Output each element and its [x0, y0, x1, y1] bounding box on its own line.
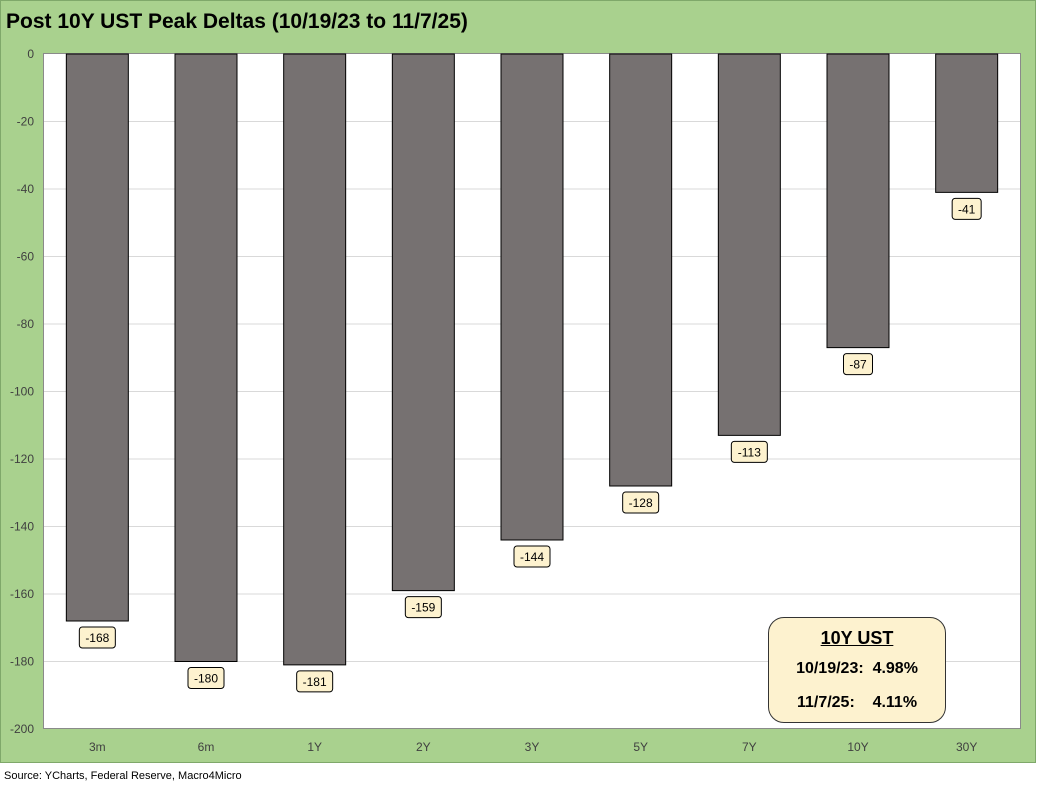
info-box-row-start: 10/19/23: 4.98%	[796, 660, 918, 677]
data-label: -144	[520, 550, 544, 564]
info-box-row-end: 11/7/25: 4.11%	[796, 694, 918, 711]
bar-3Y	[500, 53, 564, 541]
data-label-box	[78, 626, 116, 649]
y-tick-label: 0	[27, 47, 34, 61]
y-tick-label: -160	[10, 587, 34, 601]
data-label: -113	[738, 445, 761, 459]
bar-30Y	[935, 53, 999, 193]
y-tick-label: -20	[17, 115, 35, 129]
data-label: -128	[629, 496, 653, 510]
source-note: Source: YCharts, Federal Reserve, Macro4…	[4, 770, 242, 782]
data-label-box	[296, 670, 334, 693]
y-tick-label: -180	[10, 655, 34, 669]
chart-title: Post 10Y UST Peak Deltas (10/19/23 to 11…	[6, 10, 468, 33]
y-tick-label: -40	[17, 182, 35, 196]
bar-3m	[65, 53, 129, 622]
x-tick-label: 30Y	[956, 740, 977, 754]
x-tick-label: 5Y	[633, 740, 648, 754]
ust-info-box: 10Y UST 10/19/23: 4.98% 11/7/25: 4.11%	[768, 617, 946, 723]
bar-1Y	[283, 53, 347, 666]
x-tick-label: 3m	[89, 740, 106, 754]
y-tick-label: -140	[10, 520, 34, 534]
data-label-box	[843, 353, 873, 376]
bar-6m	[174, 53, 238, 662]
y-tick-label: -80	[17, 317, 35, 331]
data-label-box	[404, 596, 442, 619]
y-tick-label: -200	[10, 722, 34, 736]
y-tick-label: -120	[10, 452, 34, 466]
x-tick-label: 7Y	[742, 740, 757, 754]
x-tick-label: 1Y	[307, 740, 322, 754]
data-label: -159	[411, 601, 435, 615]
bar-7Y	[717, 53, 781, 436]
data-label: -41	[958, 202, 976, 216]
data-label-box	[730, 440, 768, 463]
x-tick-label: 6m	[198, 740, 215, 754]
y-tick-label: -100	[10, 385, 34, 399]
x-tick-label: 3Y	[525, 740, 540, 754]
bar-chart: 0 -20 -40 -60 -80 -100 -120 -140 -160 -180 -200 -16…	[10, 47, 1020, 754]
data-label-box	[187, 667, 225, 689]
data-label: -181	[303, 675, 327, 689]
data-label-box	[951, 197, 982, 220]
data-label: -168	[85, 631, 109, 645]
x-tick-label: 2Y	[416, 740, 431, 754]
x-tick-label: 10Y	[847, 740, 868, 754]
data-label-box	[513, 545, 551, 568]
y-tick-label: -60	[17, 250, 35, 264]
data-label: -87	[849, 358, 867, 372]
bar-10Y	[826, 53, 890, 349]
data-label-box	[622, 491, 660, 514]
bar-5Y	[609, 53, 673, 487]
bar-2Y	[391, 53, 455, 592]
data-label: -180	[194, 672, 218, 686]
info-box-title: 10Y UST	[820, 628, 894, 648]
